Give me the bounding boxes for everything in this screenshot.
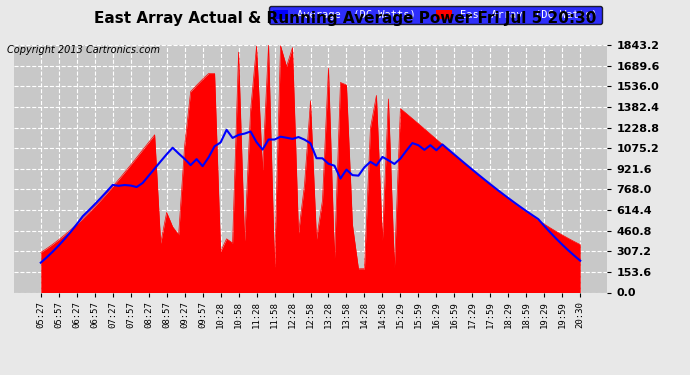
Text: Copyright 2013 Cartronics.com: Copyright 2013 Cartronics.com — [7, 45, 160, 55]
Legend: Average  (DC Watts), East Array  (DC Watts): Average (DC Watts), East Array (DC Watts… — [268, 6, 602, 24]
Text: East Array Actual & Running Average Power Fri Jul 5 20:30: East Array Actual & Running Average Powe… — [94, 11, 596, 26]
